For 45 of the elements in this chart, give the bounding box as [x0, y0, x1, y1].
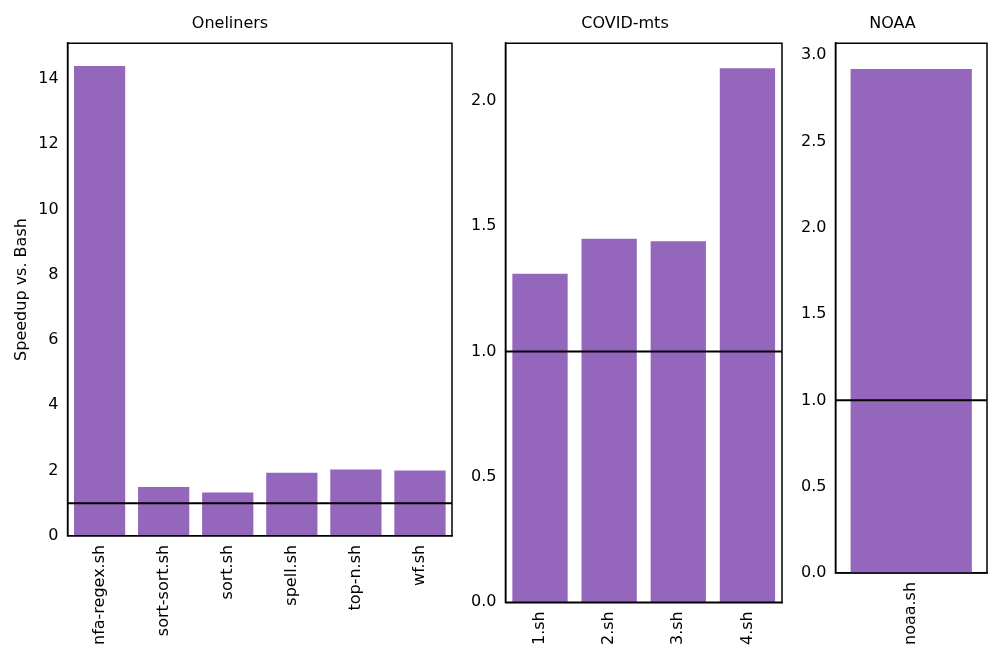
x-tick-label: top-n.sh — [345, 544, 365, 611]
y-tick-label: 1.0 — [470, 340, 497, 360]
x-tick-label: noaa.sh — [900, 581, 920, 646]
x-tick-label: 2.sh — [598, 611, 618, 646]
y-tick-label: 8 — [48, 263, 59, 283]
chart-title: Oneliners — [191, 12, 269, 32]
x-tick-label: wf.sh — [409, 544, 429, 586]
y-tick-label: 1.0 — [800, 389, 827, 409]
x-tick-label: nfa-regex.sh — [88, 544, 108, 645]
bar — [719, 68, 776, 603]
y-tick-label: 1.5 — [470, 215, 497, 235]
bar — [73, 66, 126, 536]
y-tick-label: 0.0 — [800, 562, 827, 582]
chart-title: NOAA — [869, 12, 916, 32]
bar — [330, 469, 382, 536]
x-tick-label: 1.sh — [529, 611, 549, 646]
y-tick-label: 0.5 — [800, 475, 827, 495]
bar — [138, 486, 190, 536]
y-tick-label: 4 — [48, 394, 59, 414]
x-tick-label: sort.sh — [216, 544, 236, 600]
y-tick-label: 12 — [38, 133, 59, 153]
y-tick-label: 3.0 — [800, 44, 827, 64]
y-tick-label: 0.5 — [470, 466, 497, 486]
bar — [512, 273, 568, 603]
bar — [266, 472, 318, 536]
x-tick-label: 3.sh — [667, 611, 687, 646]
bar — [202, 492, 254, 536]
y-tick-label: 0.0 — [470, 591, 497, 611]
y-tick-label: 14 — [38, 68, 59, 88]
y-tick-label: 2.0 — [800, 216, 827, 236]
y-tick-label: 10 — [38, 198, 59, 218]
y-tick-label: 1.5 — [800, 303, 827, 323]
y-tick-label: 2.5 — [800, 130, 827, 150]
x-tick-label: spell.sh — [280, 544, 300, 606]
chart-title: COVID-mts — [581, 12, 669, 32]
x-tick-label: sort-sort.sh — [152, 544, 172, 637]
bar — [581, 238, 637, 603]
y-tick-label: 6 — [48, 329, 59, 349]
bar — [394, 470, 446, 536]
y-tick-label: 2 — [48, 459, 59, 479]
y-tick-label: 0 — [48, 524, 59, 544]
y-axis-title: Speedup vs. Bash — [10, 218, 30, 361]
y-tick-label: 2.0 — [470, 90, 497, 110]
bar — [650, 241, 706, 603]
x-tick-label: 4.sh — [736, 611, 756, 646]
